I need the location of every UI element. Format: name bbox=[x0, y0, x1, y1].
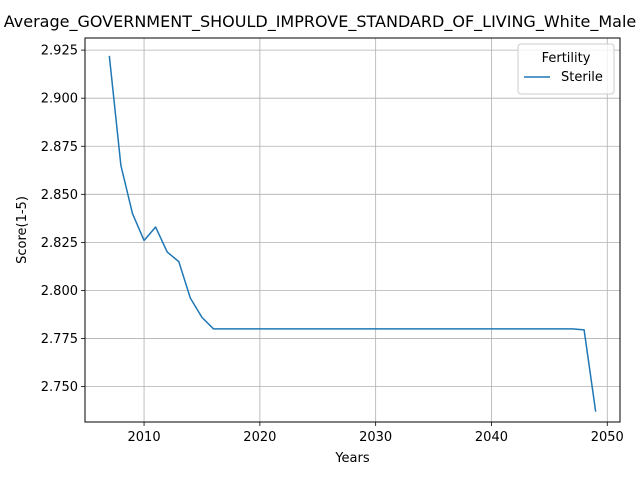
y-tick-label: 2.875 bbox=[41, 140, 78, 155]
y-tick-label: 2.800 bbox=[41, 284, 78, 299]
y-tick-label: 2.850 bbox=[41, 188, 78, 203]
plot-area-frame bbox=[84, 37, 621, 423]
x-tick-label: 2040 bbox=[475, 430, 508, 445]
y-tick-label: 2.825 bbox=[41, 236, 78, 251]
legend-box bbox=[517, 43, 615, 95]
series-layer bbox=[108, 55, 597, 412]
x-tick-label: 2050 bbox=[591, 430, 624, 445]
x-tick-label: 2020 bbox=[243, 430, 276, 445]
y-tick-label: 2.750 bbox=[41, 380, 78, 395]
y-tick-label: 2.925 bbox=[41, 44, 78, 59]
y-tick-label: 2.775 bbox=[41, 332, 78, 347]
series-line-sterile bbox=[108, 55, 597, 412]
y-axis-ticks: 2.750 2.775 2.800 2.825 2.850 2.875 2.900 2.925 bbox=[41, 44, 85, 395]
x-tick-label: 2030 bbox=[359, 430, 392, 445]
y-axis-label: Score(1-5) bbox=[15, 196, 30, 264]
y-tick-label: 2.900 bbox=[41, 92, 78, 107]
legend-label: Sterile bbox=[561, 70, 603, 85]
chart-title: Average_GOVERNMENT_SHOULD_IMPROVE_STANDA… bbox=[4, 12, 637, 32]
x-axis-label: Years bbox=[334, 451, 370, 466]
x-tick-label: 2010 bbox=[128, 430, 161, 445]
grid-lines bbox=[85, 38, 620, 422]
legend: Fertility Sterile bbox=[517, 43, 615, 95]
x-axis-ticks: 2010 2020 2030 2040 2050 bbox=[128, 422, 624, 445]
legend-title: Fertility bbox=[542, 51, 591, 66]
legend-entries: Sterile bbox=[524, 70, 603, 85]
